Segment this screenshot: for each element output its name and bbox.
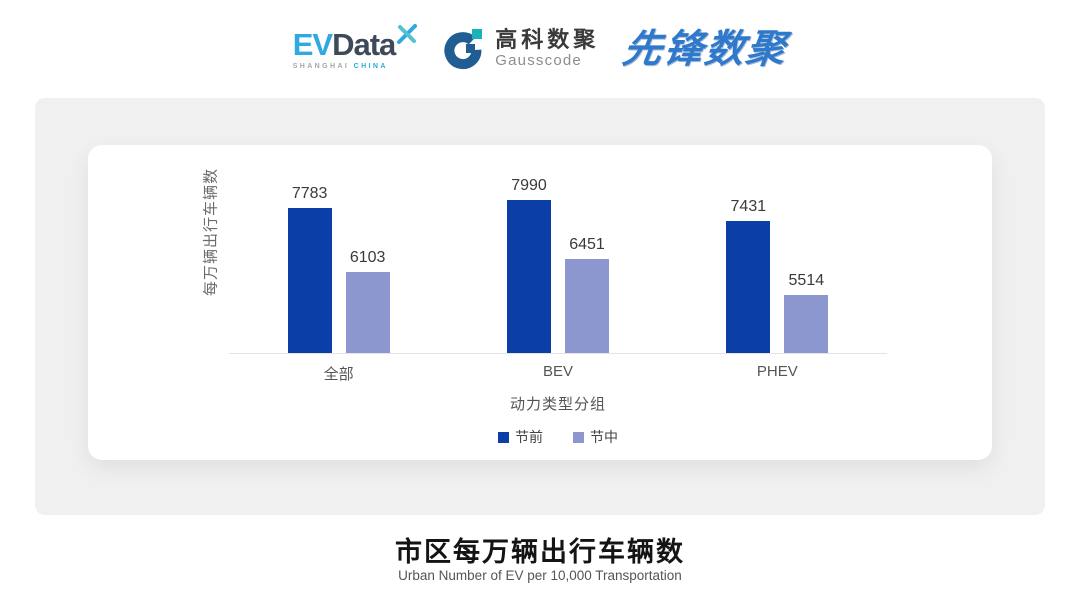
bar-column: 5514 [784, 272, 829, 353]
legend-swatch [573, 431, 584, 443]
bar-value-label: 5514 [788, 272, 825, 289]
bar-column: 6451 [564, 236, 609, 353]
chart-panel: 每万辆出行车辆数 7783 6103 7990 6451 7431 5514 全部 BEV P… [35, 98, 1045, 515]
plot-area: 7783 6103 7990 6451 7431 5514 全部 BEV PHEV 动力类型分… [229, 173, 887, 447]
evdata-ev-text: EV [292, 26, 333, 62]
legend-swatch [498, 431, 509, 443]
bar-column: 7431 [726, 198, 771, 353]
evdata-china-text: CHINA [353, 62, 388, 70]
bar-value-label: 7431 [730, 198, 767, 215]
bar-value-label: 6451 [569, 236, 605, 253]
pioneer-logo: 先锋数聚 [620, 27, 791, 71]
logo-bar: EV Data SHANGHAI CHINA 高科数聚 Gausscode 先锋… [0, 0, 1080, 98]
gausscode-logo: 高科数聚 Gausscode [442, 26, 599, 72]
y-axis-label: 每万辆出行车辆数 [202, 167, 220, 297]
bar-column: 7990 [506, 177, 551, 353]
legend-label: 节前 [515, 429, 543, 445]
bar-group: 7783 6103 [229, 185, 448, 353]
legend-label: 节中 [590, 429, 618, 445]
bar [345, 272, 390, 353]
chart-subtitle: Urban Number of EV per 10,000 Transporta… [398, 568, 682, 583]
bar-value-label: 7990 [511, 177, 547, 194]
bar-column: 7783 [287, 185, 332, 353]
chart-card: 每万辆出行车辆数 7783 6103 7990 6451 7431 5514 全部 BEV P… [88, 145, 992, 460]
category-label: 全部 [323, 366, 354, 383]
category-row: 全部 BEV PHEV [229, 354, 887, 384]
evdata-data-text: Data [332, 26, 396, 62]
chart-title: 市区每万辆出行车辆数 [395, 537, 685, 567]
bar [506, 200, 551, 353]
legend-item[interactable]: 节中 [573, 427, 618, 447]
bar-value-label: 7783 [291, 185, 328, 202]
gausscode-en-text: Gausscode [495, 52, 582, 70]
legend: 节前 节中 [229, 427, 887, 447]
evdata-subtitle: SHANGHAI CHINA [293, 63, 419, 70]
bar-value-label: 6103 [349, 249, 386, 266]
gausscode-g-icon [444, 29, 483, 70]
bar [784, 295, 829, 353]
bar-column: 6103 [345, 249, 390, 353]
gausscode-cn-text: 高科数聚 [495, 26, 600, 52]
evdata-shanghai-text: SHANGHAI [292, 62, 350, 70]
category-label: BEV [542, 363, 573, 380]
gausscode-text: 高科数聚 Gausscode [495, 26, 600, 70]
bar-group: 7990 6451 [448, 177, 667, 353]
plot-groups: 7783 6103 7990 6451 7431 5514 [229, 173, 887, 354]
legend-item[interactable]: 节前 [498, 427, 543, 447]
evdata-x-icon [397, 23, 418, 44]
bar [564, 259, 609, 353]
bar [726, 221, 771, 353]
evdata-logo: EV Data SHANGHAI CHINA [292, 23, 419, 70]
evdata-wordmark: EV Data [292, 23, 419, 62]
category-label: PHEV [756, 363, 798, 380]
bar [287, 208, 332, 353]
x-axis-label: 动力类型分组 [509, 396, 606, 413]
bar-group: 7431 5514 [668, 198, 887, 353]
